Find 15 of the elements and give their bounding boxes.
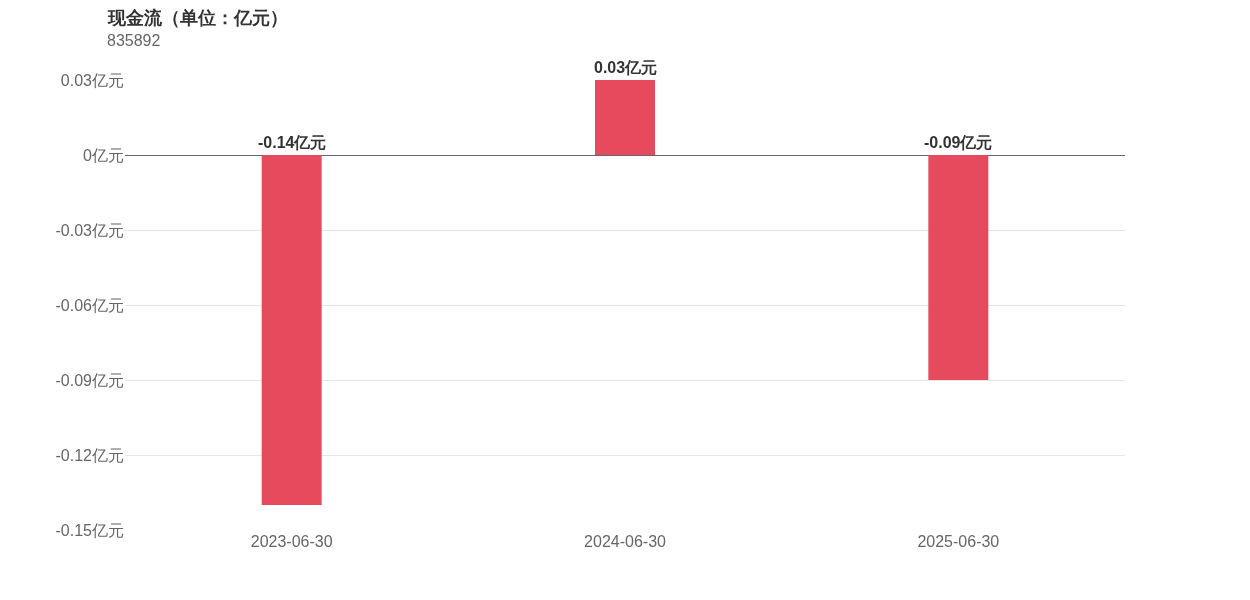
x-tick-label: 2023-06-30 xyxy=(250,533,333,550)
y-tick-label: -0.06亿元 xyxy=(55,296,124,314)
chart-subtitle: 835892 xyxy=(107,32,161,49)
y-tick-label: -0.03亿元 xyxy=(55,221,124,239)
data-label: -0.14亿元 xyxy=(258,134,327,151)
y-tick-label: 0亿元 xyxy=(83,146,124,164)
y-tick-label: 0.03亿元 xyxy=(60,71,124,89)
y-tick-label: -0.09亿元 xyxy=(55,371,124,389)
x-tick-label: 2025-06-30 xyxy=(917,533,1000,550)
y-tick-label: -0.15亿元 xyxy=(55,521,124,539)
x-tick-label: 2024-06-30 xyxy=(584,533,667,550)
y-tick-label: -0.12亿元 xyxy=(55,446,124,464)
data-label: 0.03亿元 xyxy=(594,59,658,76)
chart-title: 现金流（单位：亿元） xyxy=(107,8,288,28)
data-label: -0.09亿元 xyxy=(924,134,993,151)
